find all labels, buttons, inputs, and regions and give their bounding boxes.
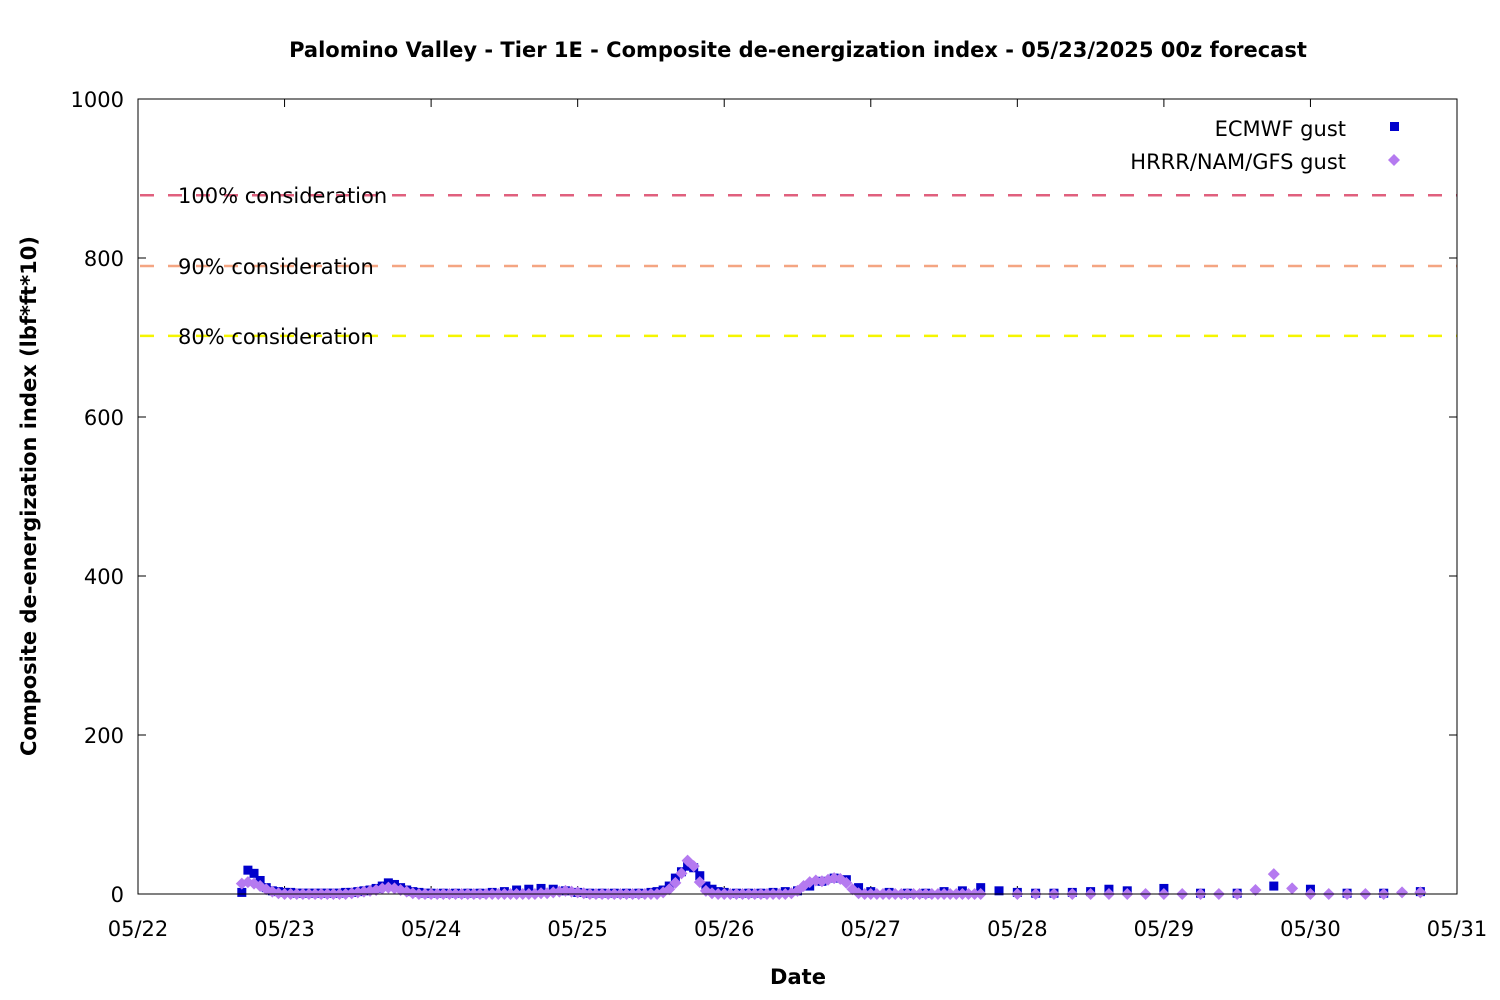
data-point-ecmwf bbox=[976, 883, 986, 893]
data-point-ecmwf bbox=[237, 887, 247, 897]
threshold-label-90: 90% consideration bbox=[178, 255, 374, 279]
y-axis-label: Composite de-energization index (lbf*ft*… bbox=[17, 236, 41, 756]
legend-label-ecmwf: ECMWF gust bbox=[1215, 117, 1346, 141]
x-tick-label: 05/22 bbox=[108, 917, 169, 941]
y-tick-label: 1000 bbox=[71, 88, 124, 112]
legend-marker-ecmwf bbox=[1390, 122, 1399, 131]
x-tick-label: 05/29 bbox=[1134, 917, 1195, 941]
y-tick-label: 400 bbox=[84, 565, 124, 589]
series-hrrr-nam-gfs-gust bbox=[235, 854, 1427, 900]
legend-marker-hrrr bbox=[1388, 154, 1400, 166]
x-tick-label: 05/31 bbox=[1427, 917, 1488, 941]
x-tick-label: 05/27 bbox=[841, 917, 902, 941]
data-point-ecmwf bbox=[243, 865, 253, 875]
x-tick-label: 05/26 bbox=[694, 917, 755, 941]
y-tick-label: 800 bbox=[84, 247, 124, 271]
data-point-hrrr bbox=[687, 860, 700, 873]
x-axis: 05/22 05/23 05/24 05/25 05/26 05/27 05/28 05/29… bbox=[108, 99, 1488, 941]
data-point-hrrr bbox=[1249, 884, 1262, 897]
y-tick-label: 0 bbox=[111, 883, 124, 907]
data-point-hrrr bbox=[1414, 886, 1427, 899]
data-point-hrrr bbox=[535, 887, 548, 900]
legend: ECMWF gust HRRR/NAM/GFS gust bbox=[1130, 117, 1400, 174]
data-point-ecmwf bbox=[695, 871, 705, 881]
data-point-hrrr bbox=[1267, 868, 1280, 881]
x-tick-label: 05/28 bbox=[987, 917, 1048, 941]
x-tick-label: 05/24 bbox=[401, 917, 462, 941]
data-point-hrrr bbox=[663, 883, 676, 896]
x-tick-label: 05/25 bbox=[547, 917, 608, 941]
x-axis-label: Date bbox=[770, 965, 826, 989]
plot-frame bbox=[137, 98, 1458, 895]
data-point-hrrr bbox=[675, 867, 688, 880]
data-point-ecmwf bbox=[1269, 881, 1279, 891]
data-point-hrrr bbox=[669, 876, 682, 889]
threshold-lines: 100% consideration 90% consideration 80%… bbox=[140, 184, 1457, 349]
data-point-ecmwf bbox=[249, 868, 259, 878]
x-tick-label: 05/23 bbox=[254, 917, 315, 941]
chart-title: Palomino Valley - Tier 1E - Composite de… bbox=[289, 38, 1307, 62]
y-tick-label: 200 bbox=[84, 724, 124, 748]
data-point-hrrr bbox=[840, 876, 853, 889]
data-point-hrrr bbox=[693, 876, 706, 889]
threshold-label-80: 80% consideration bbox=[178, 325, 374, 349]
data-point-hrrr bbox=[1396, 886, 1409, 899]
y-axis: 0 200 400 600 800 1000 bbox=[71, 88, 1457, 907]
data-point-hrrr bbox=[1286, 882, 1299, 895]
y-tick-label: 600 bbox=[84, 406, 124, 430]
data-point-ecmwf bbox=[994, 886, 1004, 896]
x-tick-label: 05/30 bbox=[1280, 917, 1341, 941]
threshold-label-100: 100% consideration bbox=[178, 184, 387, 208]
data-point-hrrr bbox=[248, 877, 261, 890]
legend-label-hrrr: HRRR/NAM/GFS gust bbox=[1130, 150, 1346, 174]
